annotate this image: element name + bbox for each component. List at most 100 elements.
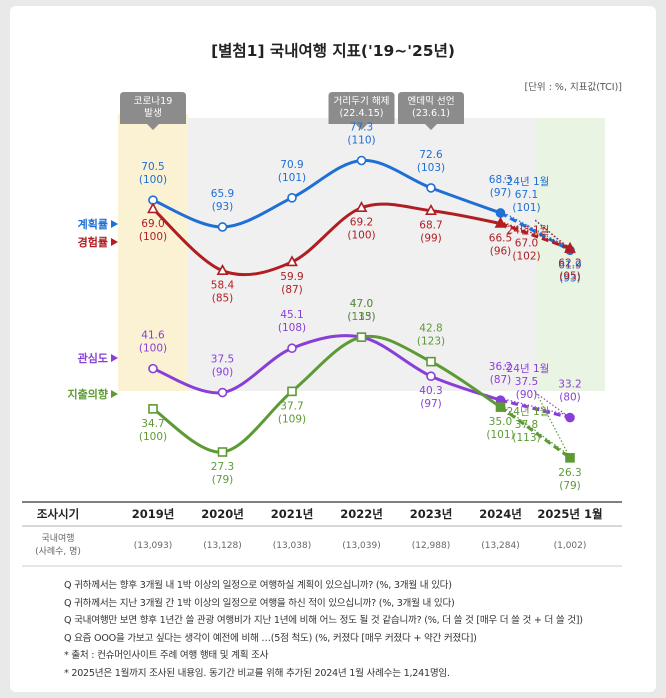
- table-year-header: 2025년 1월: [537, 507, 602, 521]
- chart-card: [별첨1] 국내여행 지표('19~'25년) [단위 : %, 지표값(TCI…: [10, 6, 656, 692]
- ref-value-label: 37.5: [515, 376, 538, 388]
- annotation-text: 엔데믹 선언: [407, 95, 454, 107]
- data-value-label: 27.3: [211, 461, 234, 473]
- data-point: [565, 412, 575, 423]
- data-value-label: 72.6: [419, 149, 443, 161]
- data-point: [217, 387, 228, 398]
- data-point: [287, 343, 297, 354]
- data-tci-label: (79): [559, 480, 581, 492]
- ref-tci-label: (102): [512, 250, 540, 262]
- legend-item: 관심도: [78, 351, 118, 365]
- data-point: [148, 404, 158, 414]
- survey-question-note: Q 요즘 OOO을 가보고 싶다는 생각이 예전에 비해 …(5점 척도) (%…: [64, 632, 477, 644]
- data-tci-label: (103): [417, 162, 445, 174]
- data-tci-label: (101): [278, 172, 306, 184]
- series-line: [151, 202, 501, 277]
- ref-tci-label: (113): [512, 432, 540, 444]
- data-point: [216, 264, 229, 275]
- table-year-header: 2020년: [201, 507, 244, 521]
- series-line-projection: [499, 222, 571, 250]
- data-value-label: 70.9: [280, 159, 303, 171]
- data-point: [425, 203, 437, 215]
- legend-item: 계획률: [78, 217, 118, 231]
- table-count-cell: (1,002): [554, 541, 587, 551]
- footnote: * 2025년은 1월까지 조사된 내용임. 동기간 비교를 위해 추가된 20…: [64, 667, 450, 679]
- footnotes: Q 귀하께서는 향후 3개월 내 1박 이상의 일정으로 여행하실 계획이 있으…: [64, 577, 664, 683]
- legend-label: 지출의향: [68, 387, 108, 401]
- annotation-box-shape: [328, 92, 395, 130]
- table-count-cell: (12,988): [412, 541, 451, 551]
- table-year-header: 2024년: [479, 507, 522, 521]
- table-row-label: (사례수, 명): [35, 546, 81, 557]
- data-point: [147, 202, 159, 214]
- series-2: 69.0(100)58.4(85)59.9(87)69.2(100)68.7(9…: [139, 201, 582, 305]
- chart-title: [별첨1] 국내여행 지표('19~'25년): [211, 41, 455, 60]
- data-value-label: 66.5: [489, 232, 512, 244]
- series-1: 70.5(100)65.9(93)70.9(101)77.3(110)72.6(…: [139, 122, 582, 285]
- ref-date-label: '24년 1월: [504, 224, 550, 236]
- ref-value-label: 37.8: [515, 419, 538, 431]
- annotation-text: (23.6.1): [412, 108, 450, 119]
- annotation-text: (22.4.15): [339, 108, 383, 119]
- annotation-endemic: 엔데믹 선언(23.6.1): [398, 92, 464, 130]
- data-value-label: 36.2: [489, 361, 512, 373]
- data-tci-label: (123): [417, 336, 445, 348]
- ref-date-label: '24년 1월: [504, 406, 550, 418]
- annotation-box-shape: [398, 92, 464, 130]
- data-point: [217, 222, 228, 232]
- data-value-label: 69.2: [350, 217, 373, 229]
- data-value-label: 37.5: [211, 354, 234, 366]
- series-line-projection: [499, 405, 571, 460]
- annotation-text: 발생: [144, 108, 162, 119]
- survey-question-note: Q 귀하께서는 향후 3개월 내 1박 이상의 일정으로 여행하실 계획이 있으…: [64, 580, 452, 591]
- ref-date-label: '24년 1월: [504, 363, 550, 375]
- annotation-text: 거리두기 해제: [333, 95, 389, 107]
- legend-arrow-icon: [111, 220, 118, 228]
- data-value-label: 59.9: [280, 271, 303, 283]
- data-tci-label: (109): [278, 413, 306, 425]
- data-point: [426, 371, 436, 382]
- legend-label: 계획률: [78, 217, 108, 231]
- data-tci-label: (97): [490, 187, 512, 199]
- ref-line: [500, 210, 571, 249]
- data-value-label: 33.2: [558, 379, 581, 391]
- data-tci-label: (100): [139, 231, 167, 243]
- data-value-label: 69.0: [141, 218, 164, 230]
- data-value-label: 70.5: [141, 161, 164, 173]
- data-point: [495, 402, 506, 412]
- data-tci-label: (87): [490, 374, 512, 386]
- data-tci-label: (99): [420, 233, 442, 245]
- table-count-cell: (13,038): [273, 541, 312, 551]
- data-tci-label: (93): [559, 272, 581, 284]
- data-point: [355, 201, 368, 213]
- data-tci-label: (96): [490, 245, 512, 257]
- table-year-header: 2021년: [271, 507, 314, 521]
- unit-label: [단위 : %, 지표값(TCI)]: [524, 81, 622, 93]
- data-value-label: 77.3: [350, 122, 373, 134]
- legend-arrow-icon: [111, 390, 118, 398]
- data-point: [356, 155, 367, 166]
- data-tci-label: (100): [139, 431, 167, 443]
- data-value-label: 65.9: [211, 188, 234, 200]
- ref-link-line: [534, 392, 571, 419]
- table-count-cell: (13,093): [134, 541, 173, 551]
- series-4: 34.7(100)27.3(79)37.7(109)47.0(135)42.8(…: [139, 298, 582, 492]
- chart-svg: [별첨1] 국내여행 지표('19~'25년) [단위 : %, 지표값(TCI…: [22, 41, 622, 567]
- ref-value-label: 67.0: [515, 237, 538, 249]
- data-value-label: 68.3: [489, 174, 512, 186]
- year-column-band: [118, 114, 188, 391]
- data-point: [494, 216, 507, 228]
- data-point: [564, 241, 576, 253]
- survey-question-note: Q 귀하께서는 지난 3개월 간 1박 이상의 일정으로 여행을 하신 적이 있…: [64, 597, 455, 609]
- data-point: [426, 183, 436, 193]
- ref-date-label: '24년 1월: [504, 176, 550, 188]
- legend-label: 관심도: [78, 351, 108, 365]
- data-value-label: 45.1: [280, 309, 303, 321]
- data-tci-label: (100): [139, 343, 167, 355]
- annotation-text: 코로나19: [134, 96, 173, 107]
- data-tci-label: (101): [486, 429, 514, 441]
- data-value-label: 47.0: [350, 298, 373, 310]
- data-point: [287, 386, 297, 397]
- data-value-label: 61.9: [558, 259, 581, 271]
- data-value-label: 26.3: [558, 467, 581, 479]
